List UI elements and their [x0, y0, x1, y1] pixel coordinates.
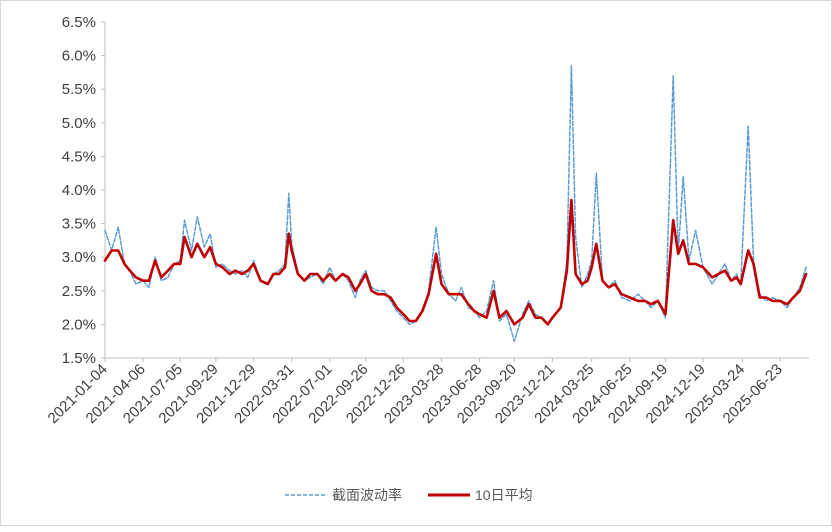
y-tick-label: 2.5%: [62, 283, 96, 300]
legend-label-volatility: 截面波动率: [332, 487, 402, 503]
y-tick-label: 2.0%: [62, 316, 96, 333]
y-tick-label: 6.0%: [62, 48, 96, 65]
series-line-10day-avg: [103, 198, 808, 326]
y-tick-label: 4.0%: [62, 182, 96, 199]
y-tick-label: 5.0%: [62, 115, 96, 132]
y-tick-label: 4.5%: [62, 148, 96, 165]
x-axis: 2021-01-042021-04-062021-07-052021-09-29…: [45, 357, 809, 427]
series-layer: [103, 64, 808, 342]
series-line-volatility: [104, 64, 807, 342]
y-tick-label: 3.5%: [62, 216, 96, 233]
y-tick-label: 3.0%: [62, 249, 96, 266]
y-tick-label: 6.5%: [62, 14, 96, 31]
y-tick-label: 5.5%: [62, 81, 96, 98]
legend-label-10day-avg: 10日平均: [475, 487, 533, 503]
legend: 截面波动率 10日平均: [285, 487, 533, 503]
y-tick-label: 1.5%: [62, 350, 96, 367]
y-axis: 1.5% 2.0% 2.5% 3.0% 3.5% 4.0% 4.5% 5.0% 5.5% 6.0%…: [62, 14, 106, 367]
